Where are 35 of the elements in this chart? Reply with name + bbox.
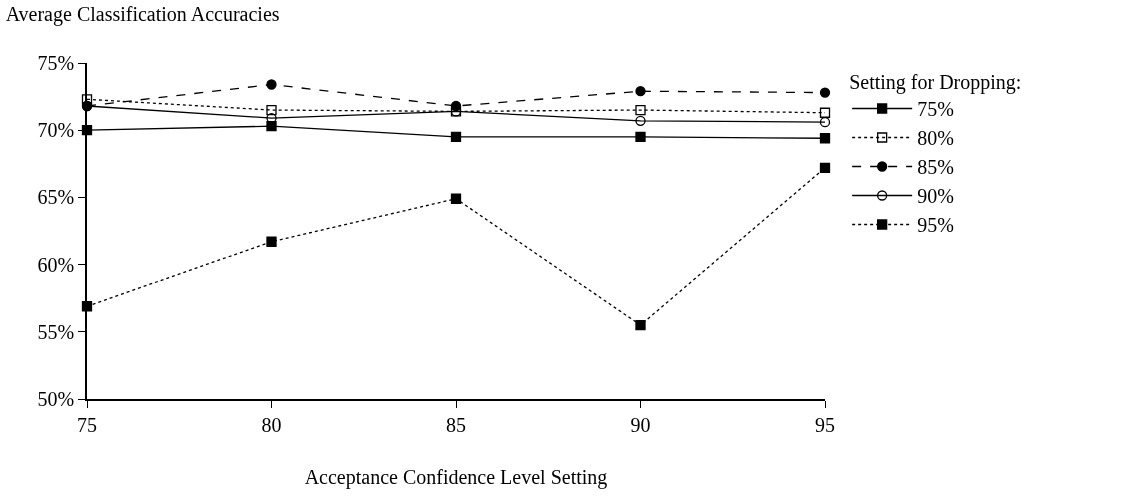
point	[819, 133, 831, 144]
point	[635, 319, 646, 331]
point	[266, 236, 277, 247]
y-tick-label: 55%	[37, 320, 75, 343]
y-tick-label: 75%	[37, 52, 75, 74]
point	[635, 86, 646, 97]
x-tick-label: 80	[261, 413, 282, 436]
legend-title: Setting for Dropping:	[849, 71, 1022, 94]
legend-label: 95%	[917, 214, 954, 237]
point	[266, 121, 277, 132]
point	[635, 104, 646, 116]
point	[635, 115, 646, 126]
point	[819, 87, 831, 98]
point	[635, 131, 646, 143]
legend-label: 75%	[917, 98, 954, 121]
y-tick-label: 60%	[37, 253, 75, 276]
point	[81, 94, 93, 105]
chart-title: Average Classification Accuracies	[5, 3, 280, 27]
y-tick-label: 65%	[37, 186, 75, 209]
y-tick-label: 50%	[37, 388, 75, 410]
x-tick-label: 95	[815, 413, 835, 436]
legend-label: 90%	[917, 185, 954, 208]
point	[819, 162, 831, 173]
x-tick-label: 85	[446, 413, 466, 436]
point	[266, 79, 277, 90]
x-tick-label: 90	[630, 413, 651, 436]
x-axis-title: Acceptance Confidence Level Setting	[304, 465, 608, 489]
point	[450, 193, 462, 204]
y-tick-label: 70%	[37, 119, 75, 142]
legend-label: 80%	[917, 127, 954, 150]
point	[266, 104, 277, 116]
x-tick-label: 75	[77, 413, 97, 436]
point	[819, 107, 831, 118]
legend-label: 85%	[917, 156, 954, 179]
point	[450, 131, 462, 143]
